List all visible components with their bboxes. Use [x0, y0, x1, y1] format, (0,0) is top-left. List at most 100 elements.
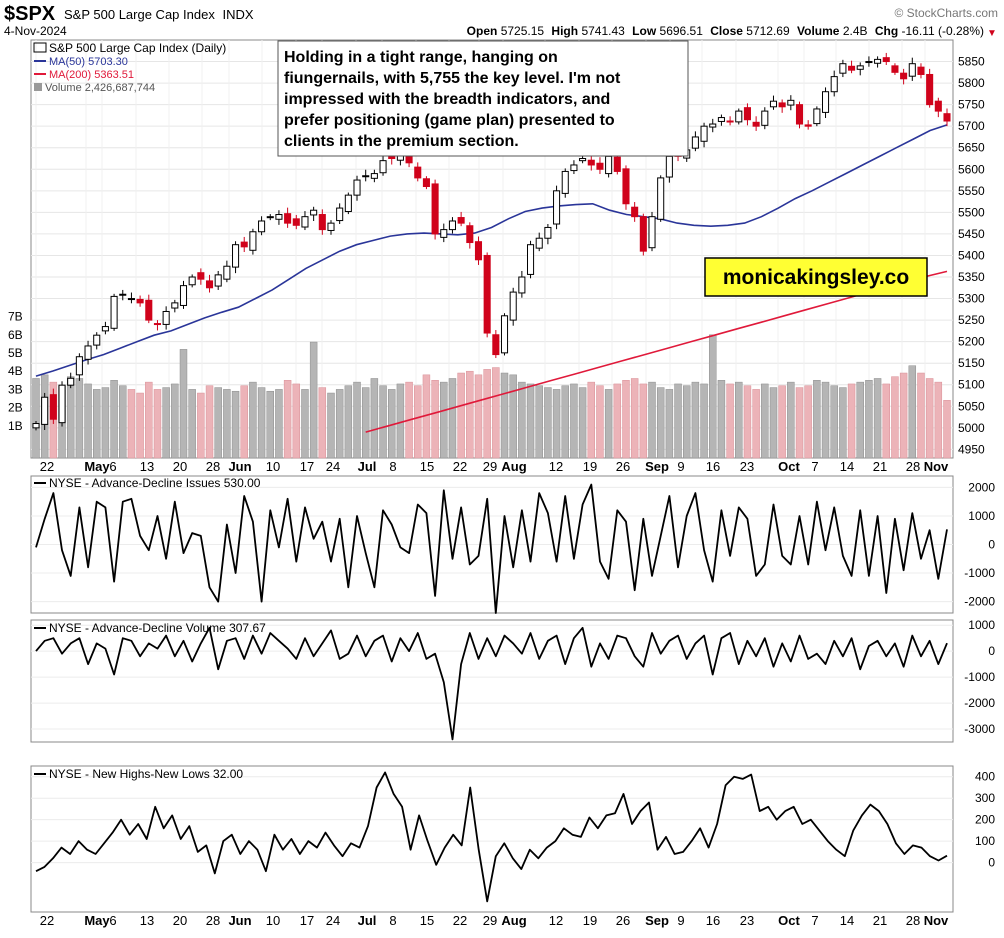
volume-bar: [700, 383, 708, 459]
candle-body: [848, 65, 856, 71]
candle-body: [232, 244, 240, 268]
candle-body: [657, 177, 665, 220]
volume-bar: [682, 385, 691, 459]
volume-bar: [457, 372, 465, 459]
volume-bar: [275, 389, 283, 459]
ad-volume-line: [35, 626, 948, 741]
candle-body: [205, 280, 214, 289]
price-x-label: 7: [811, 459, 818, 474]
candle-body: [509, 291, 517, 321]
volume-bar: [691, 381, 700, 459]
candle-body: [448, 220, 456, 231]
bottom-x-label: Aug: [501, 913, 526, 928]
candle-body: [926, 73, 934, 106]
price-tick-label: 5850: [958, 55, 985, 69]
volume-bar: [726, 383, 734, 459]
price-x-label: 21: [873, 459, 887, 474]
bottom-x-label: 22: [453, 913, 467, 928]
candle-body: [639, 216, 647, 252]
candle-body: [344, 194, 352, 213]
volume-bar: [162, 387, 170, 459]
nhnl-tick-label: 100: [975, 834, 995, 848]
symbol: $SPX: [4, 3, 56, 25]
price-panel: [30, 39, 954, 459]
candle-body: [709, 123, 717, 128]
bottom-x-label: Oct: [778, 913, 800, 928]
price-x-label: 23: [740, 459, 754, 474]
volume-bar: [596, 385, 604, 459]
legend-ma50: MA(50) 5703.30: [49, 56, 128, 68]
candle-body: [414, 166, 422, 179]
ad-issues-tick-label: 1000: [968, 509, 995, 523]
volume-tick-label: 5B: [8, 346, 23, 360]
bottom-x-label: 28: [906, 913, 920, 928]
bottom-x-label: 14: [840, 913, 854, 928]
candle-body: [353, 179, 361, 196]
axis-ticks: 4950 5000 5050 5100 5150 5200 5250 5300 5350 5400…: [8, 55, 995, 928]
volume-bar: [353, 381, 361, 459]
bottom-x-label: 12: [549, 913, 563, 928]
price-x-label: Aug: [501, 459, 526, 474]
candle-body: [336, 207, 344, 222]
volume-bar: [544, 387, 552, 459]
candle-body: [561, 170, 569, 194]
candle-body: [370, 173, 378, 179]
price-tick-label: 5650: [958, 141, 985, 155]
bottom-x-label: 24: [326, 913, 340, 928]
candle-body: [67, 377, 75, 386]
volume-bar: [379, 385, 387, 459]
volume-bar: [266, 390, 274, 459]
price-x-label: 22: [40, 459, 54, 474]
volume-bar: [943, 400, 951, 459]
high-label: High: [551, 24, 578, 38]
volume-bar: [570, 383, 578, 459]
volume-bar: [665, 389, 674, 459]
volume-bar: [344, 385, 353, 459]
candle-body: [865, 61, 873, 64]
legend-volume: Volume 2,426,687,744: [45, 82, 155, 94]
bottom-x-label: 26: [616, 913, 630, 928]
volume-bar: [431, 380, 439, 459]
candle-body: [318, 214, 326, 231]
volume-bar: [500, 372, 509, 459]
candle-body: [821, 91, 830, 113]
price-x-label: 15: [420, 459, 434, 474]
ad-issues-tick-label: 2000: [968, 480, 995, 494]
candle-body: [292, 218, 300, 226]
volume-bar: [856, 381, 864, 459]
candle-body: [127, 298, 135, 301]
price-tick-label: 5150: [958, 356, 985, 370]
candle-body: [310, 209, 318, 216]
volume-bar: [622, 380, 630, 459]
volume-bar: [110, 380, 118, 459]
price-tick-label: 5100: [958, 378, 985, 392]
volume-bar: [709, 334, 717, 459]
ad-issues-tick-label: 0: [988, 538, 995, 552]
volume-bar: [440, 381, 448, 459]
candle-body: [917, 66, 925, 75]
volume-bar: [674, 383, 682, 459]
volume-bar: [370, 378, 379, 459]
volume-bar: [778, 385, 786, 459]
volume-bar: [361, 387, 370, 459]
brand-frame: [704, 257, 928, 297]
candle-body: [700, 125, 708, 142]
nhnl-tick-label: 300: [975, 791, 995, 805]
price-tick-label: 5050: [958, 399, 985, 413]
ad-issues-line: [35, 483, 948, 614]
candle-body: [145, 299, 153, 321]
price-x-label: 9: [677, 459, 684, 474]
price-x-label: Oct: [778, 459, 800, 474]
price-x-label: Sep: [645, 459, 669, 474]
ohlc-readout: Open 5725.15 High 5741.43 Low 5696.51 Cl…: [467, 24, 984, 38]
bottom-x-label: 8: [389, 913, 396, 928]
volume-bar: [84, 383, 92, 459]
annotation-box: Holding in a tight range, hanging on fiu…: [277, 40, 689, 157]
chg-value: -16.11 (-0.28%): [902, 24, 984, 38]
price-tick-label: 5500: [958, 205, 985, 219]
volume-bar: [335, 389, 344, 459]
price-tick-label: 5550: [958, 184, 985, 198]
volume-bar: [761, 383, 769, 459]
volume-bar: [656, 387, 665, 459]
